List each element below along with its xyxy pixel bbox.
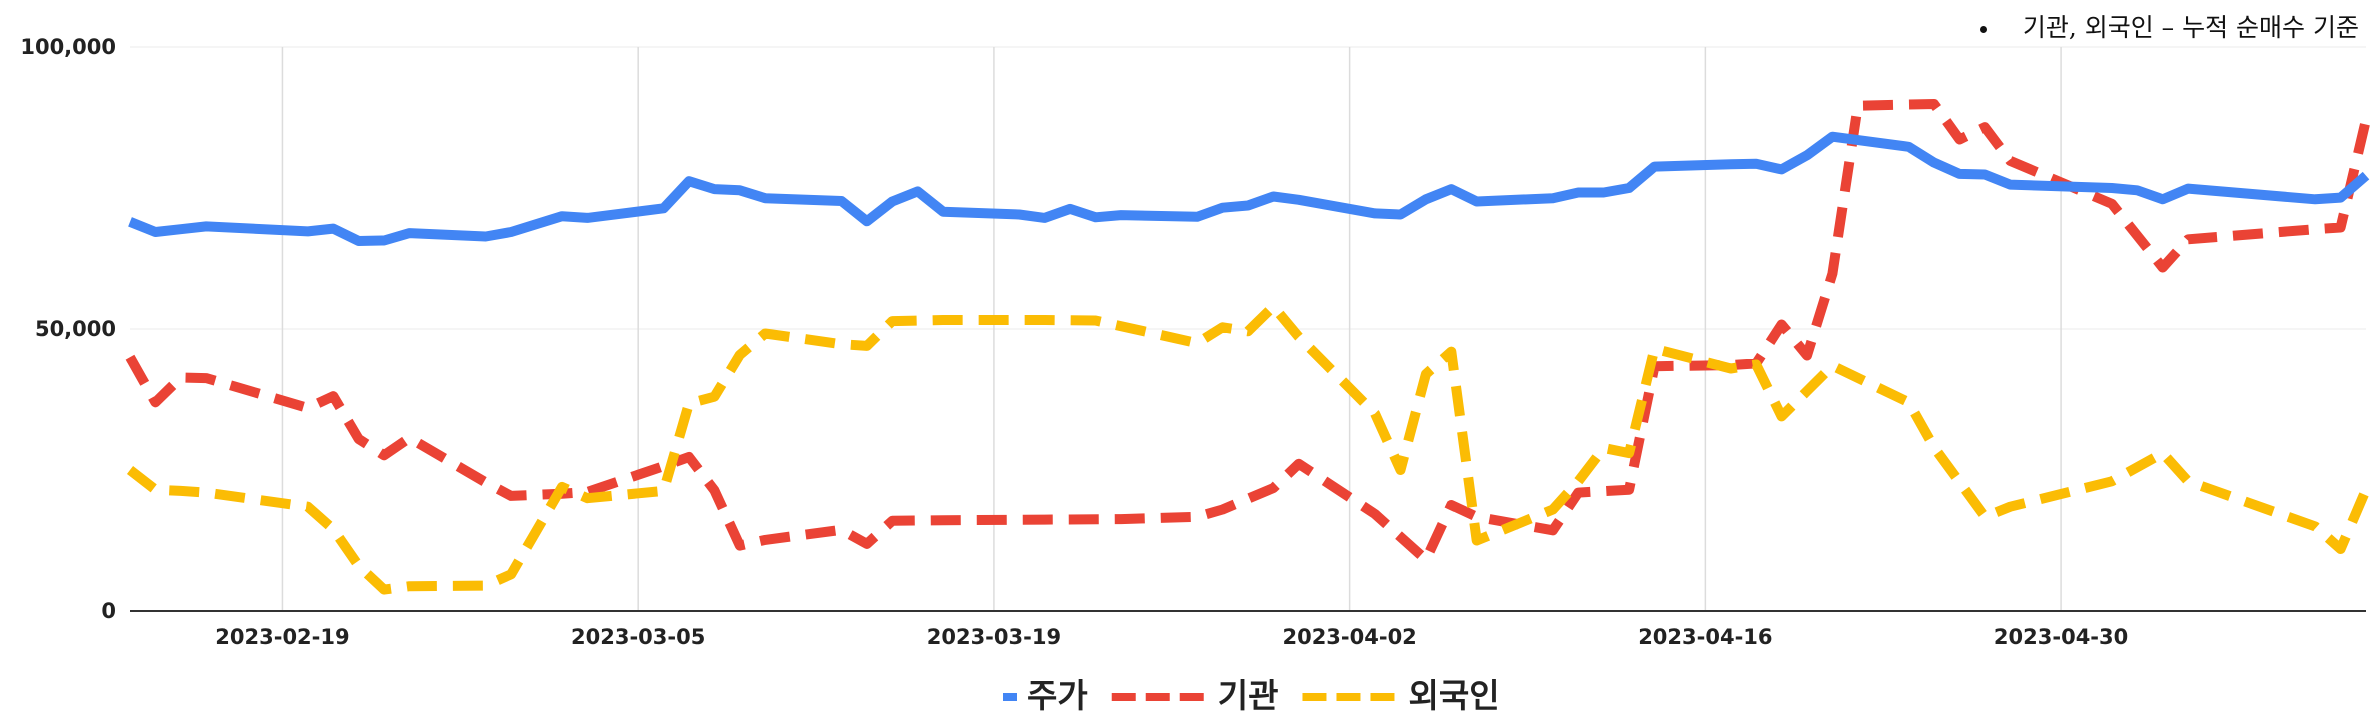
y-tick-label: 50,000: [35, 317, 116, 341]
legend-item-1: 주가: [1003, 676, 1088, 715]
x-tick-label: 2023-03-05: [571, 625, 705, 649]
series-line-3: [126, 301, 2371, 595]
bullet-icon: [1979, 26, 1987, 33]
y-tick-label: 100,000: [20, 35, 116, 59]
x-tick-label: 2023-02-19: [215, 625, 349, 649]
legend-label: 주가: [1027, 676, 1088, 715]
chart-annotation: 기관, 외국인 – 누적 순매수 기준: [1979, 8, 2359, 44]
legend-label: 외국인: [1408, 676, 1499, 715]
annotation-text: 기관, 외국인 – 누적 순매수 기준: [2022, 13, 2359, 42]
series-line-2: [125, 99, 2371, 565]
y-axis-ticks: 0 50,000 100,000: [20, 35, 116, 623]
legend-item-3: 외국인: [1302, 676, 1500, 715]
legend: 주가 기관 외국인: [1003, 676, 1500, 715]
series-line-1: [128, 131, 2370, 246]
x-tick-label: 2023-04-16: [1638, 625, 1772, 649]
x-tick-label: 2023-03-19: [927, 625, 1061, 649]
y-tick-label: 0: [101, 599, 116, 623]
x-tick-label: 2023-04-30: [1994, 625, 2128, 649]
legend-item-2: 기관: [1111, 676, 1279, 715]
x-tick-label: 2023-04-02: [1282, 625, 1416, 649]
x-axis-ticks: 2023-02-19 2023-03-05 2023-03-19 2023-04-02…: [215, 625, 2128, 649]
series-lines: [125, 99, 2371, 595]
legend-label: 기관: [1218, 676, 1279, 715]
